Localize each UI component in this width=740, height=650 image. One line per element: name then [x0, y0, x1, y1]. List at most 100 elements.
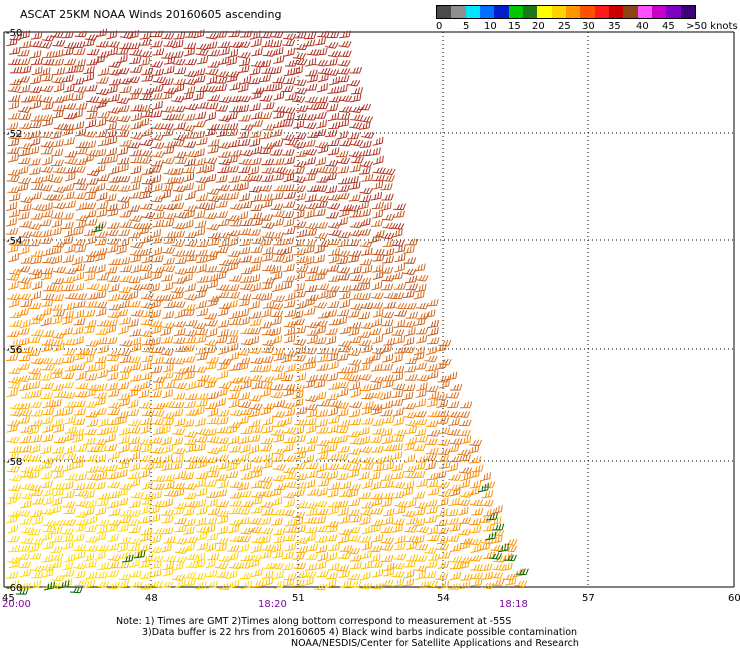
wind-barb — [29, 50, 42, 59]
wind-barb — [468, 444, 480, 454]
wind-barb — [326, 524, 338, 533]
wind-barb — [149, 436, 163, 444]
wind-barb — [435, 573, 449, 580]
wind-barb — [347, 509, 360, 516]
wind-barb — [74, 293, 88, 300]
wind-barb — [271, 295, 285, 303]
wind-barb — [72, 428, 84, 437]
wind-barb — [108, 519, 122, 527]
wind-barb — [162, 219, 175, 228]
wind-barb — [237, 361, 249, 371]
wind-barb — [9, 474, 23, 482]
wind-barb — [50, 339, 64, 347]
wind-barb — [119, 31, 134, 39]
wind-barb — [17, 416, 31, 424]
wind-barb — [248, 327, 262, 335]
wind-barb — [515, 568, 529, 576]
wind-barb — [41, 293, 55, 301]
wind-barb — [339, 579, 352, 588]
wind-barb — [150, 560, 162, 569]
wind-barb — [383, 301, 396, 309]
wind-barb — [427, 487, 440, 496]
wind-barb — [414, 428, 427, 437]
wind-barb — [106, 41, 120, 48]
wind-barb — [52, 309, 66, 317]
wind-barb — [127, 387, 139, 398]
wind-barb — [350, 87, 364, 95]
wind-barb — [339, 489, 352, 497]
wind-barb — [228, 351, 240, 361]
wind-barb — [403, 402, 417, 410]
wind-barb — [381, 492, 394, 500]
wind-barb — [139, 93, 152, 100]
wind-barb — [347, 365, 360, 374]
wind-barb — [424, 355, 438, 363]
wind-barb — [292, 462, 306, 470]
wind-barb — [359, 121, 371, 130]
wind-barb — [6, 388, 18, 398]
wind-barb — [196, 459, 208, 469]
wind-barb — [85, 454, 98, 462]
wind-barb — [261, 508, 274, 516]
wind-barb — [173, 487, 185, 497]
wind-barb — [349, 554, 362, 562]
wind-barb — [117, 175, 131, 183]
wind-barb — [141, 184, 153, 194]
wind-barb — [73, 351, 85, 361]
wind-barb — [72, 77, 85, 85]
wind-barb — [435, 393, 448, 401]
wind-barb — [95, 328, 109, 335]
wind-barb — [171, 139, 185, 147]
wind-barb — [295, 501, 309, 509]
wind-barb — [292, 65, 303, 75]
wind-barb — [84, 140, 97, 149]
wind-barb — [129, 581, 143, 589]
wind-barb — [195, 176, 209, 184]
wind-barb — [129, 478, 141, 488]
wind-barb — [229, 384, 243, 392]
wind-barb — [182, 355, 196, 363]
wind-barb — [17, 402, 31, 410]
wind-barb — [239, 572, 253, 580]
wind-barb — [238, 490, 252, 498]
wind-barb — [204, 428, 217, 437]
wind-barb — [30, 389, 42, 398]
wind-barb — [272, 254, 285, 262]
wind-barb — [457, 449, 471, 457]
wind-barb — [183, 518, 196, 527]
wind-barb — [382, 444, 396, 452]
wind-barb — [182, 219, 194, 229]
wind-barb — [218, 382, 232, 389]
wind-barb — [391, 239, 405, 247]
wind-barb — [270, 31, 284, 39]
wind-barb — [251, 60, 265, 68]
wind-barb — [291, 517, 304, 526]
wind-barb — [129, 538, 143, 545]
wind-barb — [83, 325, 95, 334]
wind-barb — [30, 255, 42, 265]
wind-barb — [361, 401, 374, 410]
wind-barb — [62, 462, 74, 472]
wind-barb — [336, 353, 349, 361]
wind-barb — [94, 550, 106, 560]
wind-barb — [9, 311, 23, 319]
wind-barb — [438, 358, 452, 366]
wind-barb — [183, 209, 195, 219]
wind-barb — [250, 111, 263, 120]
wind-barb — [215, 83, 228, 92]
wind-barb — [416, 382, 428, 392]
wind-barb — [106, 30, 118, 40]
wind-barb — [414, 565, 428, 572]
wind-barb — [427, 391, 440, 400]
wind-barb — [127, 205, 141, 212]
legend-swatch — [623, 6, 638, 18]
wind-barb — [261, 231, 275, 239]
wind-barb — [163, 231, 177, 239]
wind-barb — [361, 392, 374, 400]
wind-barb — [436, 536, 449, 545]
wind-barb — [240, 327, 254, 335]
wind-barb — [316, 487, 328, 497]
wind-barb — [30, 191, 42, 201]
wind-barb — [326, 393, 339, 401]
wind-barb — [303, 347, 317, 355]
